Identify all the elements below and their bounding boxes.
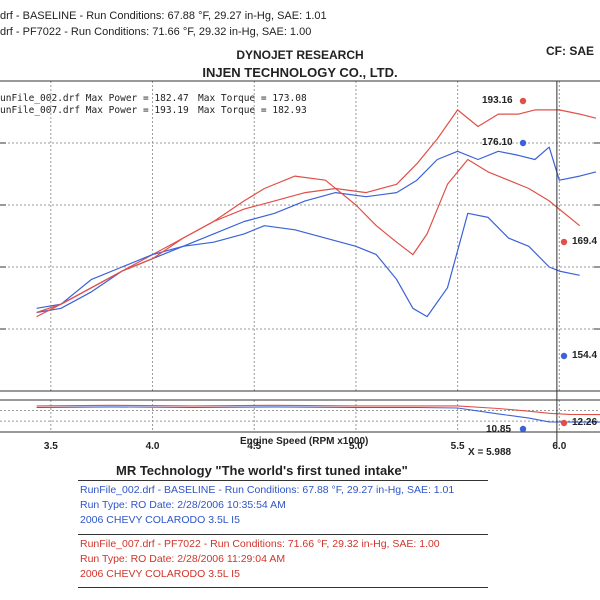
footer-red-line1: RunFile_007.drf - PF7022 - Run Condition… <box>80 538 440 550</box>
runfile-007-drf-power-line <box>36 109 597 318</box>
footer-blue-line2: Run Type: RO Date: 2/28/2006 10:35:54 AM <box>80 499 286 511</box>
x-tick-label: 5.5 <box>451 441 465 452</box>
x-tick-label: 4.0 <box>146 441 160 452</box>
correction-factor: CF: SAE <box>546 44 594 58</box>
runfile-002-drf-afr-line <box>36 406 600 423</box>
x-tick-label: 3.5 <box>44 441 58 452</box>
runfile-007-drf-afr-line <box>36 404 600 416</box>
afr-lines <box>36 404 600 423</box>
footer-red-line3: 2006 CHEVY COLARODO 3.5L I5 <box>80 568 240 580</box>
blue-torque-marker <box>560 352 568 360</box>
summary-run1-torque: Max Torque = 173.08 <box>198 93 307 104</box>
blue-afr-end-label: 10.85 <box>486 424 512 435</box>
main-grid <box>0 81 600 391</box>
x-tick-label: 6.0 <box>552 441 566 452</box>
cursor-readout: X = 5.988 <box>468 447 512 458</box>
runfile-002-drf-torque-line <box>36 212 580 318</box>
red-power-end-label: 193.16 <box>482 95 513 106</box>
footer-blue-line3: 2006 CHEVY COLARODO 3.5L I5 <box>80 514 240 526</box>
end-markers <box>519 97 568 433</box>
summary-run2: unFile_007.drf Max Power = 193.19 <box>0 105 189 116</box>
blue-afr-marker <box>519 425 527 433</box>
x-axis-label: Engine Speed (RPM x1000) <box>240 436 369 447</box>
runfile-002-drf-power-line <box>36 146 597 314</box>
footer-blue-line1: RunFile_002.drf - BASELINE - Run Conditi… <box>80 484 455 496</box>
summary-run1: unFile_002.drf Max Power = 182.47 <box>0 93 189 104</box>
summary-run2-torque: Max Torque = 182.93 <box>198 105 307 116</box>
red-torque-end-label: 169.4 <box>572 236 598 247</box>
red-afr-end-label: 12.26 <box>572 417 598 428</box>
header-run2: drf - PF7022 - Run Conditions: 71.66 °F,… <box>0 26 312 38</box>
blue-torque-end-label: 154.4 <box>572 350 598 361</box>
company-name: DYNOJET RESEARCH <box>236 48 364 62</box>
footer-divider-bottom <box>78 587 488 588</box>
x-tick-label: 4.5 <box>247 441 261 452</box>
footer-divider-top <box>78 480 488 481</box>
x-axis-ticks: 3.5 4.0 4.5 5.0 5.5 6.0 <box>44 441 567 452</box>
blue-power-marker <box>519 139 527 147</box>
footer-headline: MR Technology "The world's first tuned i… <box>116 463 408 478</box>
red-torque-marker <box>560 238 568 246</box>
red-power-marker <box>519 97 527 105</box>
footer-divider-middle <box>78 534 488 535</box>
red-afr-marker <box>560 419 568 427</box>
power-torque-lines <box>36 109 597 318</box>
blue-power-end-label: 176.10 <box>482 137 513 148</box>
header-run1: drf - BASELINE - Run Conditions: 67.88 °… <box>0 10 327 22</box>
footer-red-line2: Run Type: RO Date: 2/28/2006 11:29:04 AM <box>80 553 286 565</box>
x-tick-label: 5.0 <box>349 441 363 452</box>
customer-name: INJEN TECHNOLOGY CO., LTD. <box>202 65 398 80</box>
runfile-007-drf-torque-line <box>36 158 581 314</box>
